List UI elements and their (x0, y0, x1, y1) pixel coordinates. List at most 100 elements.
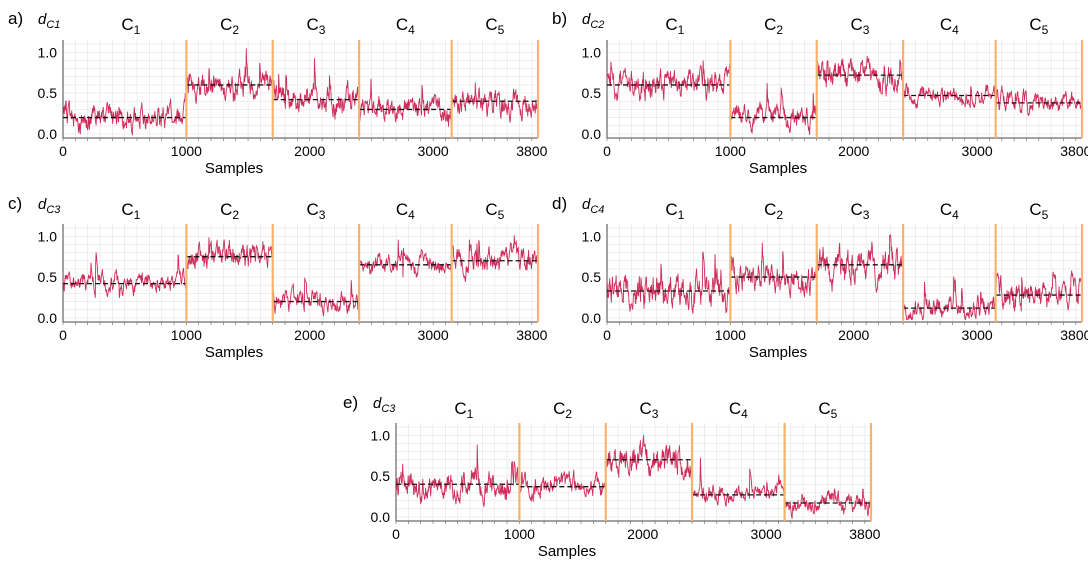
series-trace-4 (691, 457, 786, 507)
x-tick-label: 0 (392, 526, 400, 542)
x-tick-label: 2000 (838, 327, 869, 343)
x-tick-label: 1000 (715, 327, 746, 343)
x-tick-label: 3800 (516, 143, 547, 159)
cluster-label-3: C3 (306, 15, 325, 37)
series-trace-3 (816, 56, 904, 97)
y-tick-label: 1.0 (582, 44, 602, 60)
series-trace-5 (995, 85, 1083, 117)
y-tick-label: 0.0 (38, 126, 58, 142)
x-tick-label: 3800 (1060, 143, 1088, 159)
cluster-label-5: C5 (1029, 200, 1048, 222)
cluster-label-5: C5 (1029, 15, 1048, 37)
x-tick-label: 1000 (715, 143, 746, 159)
x-tick-label: 3000 (418, 143, 449, 159)
x-tick-label: 3800 (1060, 327, 1088, 343)
cluster-label-1: C1 (665, 200, 684, 222)
x-axis-label: Samples (538, 543, 596, 560)
cluster-label-2: C2 (220, 15, 239, 37)
metric-label: dC4 (582, 196, 604, 216)
series-trace-2 (518, 469, 607, 502)
series-trace-5 (995, 270, 1083, 312)
cluster-label-3: C3 (850, 200, 869, 222)
x-tick-label: 1000 (504, 526, 535, 542)
series-trace-5 (451, 82, 539, 123)
cluster-label-3: C3 (639, 399, 658, 421)
panel-e: 0.0 0.5 1.0 0 1000 2000 3000 3800 Samples e) dC3 C1… (343, 393, 881, 560)
cluster-label-5: C5 (485, 15, 504, 37)
y-tick-label: 0.5 (582, 85, 602, 101)
panel-letter: a) (8, 9, 23, 28)
y-tick-label: 0.0 (38, 310, 58, 326)
cluster-label-1: C1 (454, 399, 473, 421)
cluster-label-4: C4 (729, 399, 748, 421)
x-tick-label: 2000 (294, 327, 325, 343)
panel-letter: e) (343, 393, 358, 412)
series-trace-4 (902, 276, 997, 321)
x-tick-label: 1000 (171, 327, 202, 343)
x-tick-label: 0 (59, 143, 67, 159)
cluster-label-4: C4 (940, 200, 959, 222)
x-tick-label: 3800 (516, 327, 547, 343)
metric-label: dC3 (373, 395, 396, 415)
metric-label: dC1 (38, 11, 60, 31)
cluster-label-3: C3 (306, 200, 325, 222)
panel-letter: b) (552, 9, 567, 28)
panel-letter: d) (552, 194, 567, 213)
cluster-label-4: C4 (940, 15, 959, 37)
series-trace-5 (784, 488, 872, 519)
x-axis-label: Samples (749, 160, 807, 177)
panel-b: 0.0 0.5 1.0 0 1000 2000 3000 3800 Samples b) dC2 C1… (552, 9, 1088, 177)
panel-c: 0.0 0.5 1.0 0 1000 2000 3000 3800 Samples c) dC3 C1… (8, 194, 548, 361)
x-tick-label: 3000 (962, 327, 993, 343)
series-trace-4 (358, 239, 453, 278)
y-tick-label: 0.0 (582, 126, 602, 142)
series-trace-4 (358, 78, 453, 127)
x-axis-label: Samples (205, 344, 263, 361)
y-tick-label: 1.0 (582, 228, 602, 244)
y-tick-label: 1.0 (38, 44, 58, 60)
y-tick-label: 0.5 (582, 269, 602, 285)
y-tick-label: 0.0 (371, 509, 391, 525)
cluster-label-2: C2 (764, 200, 783, 222)
cluster-label-3: C3 (850, 15, 869, 37)
series-trace-2 (185, 237, 274, 270)
grid (606, 40, 1082, 138)
x-axis-label: Samples (749, 344, 807, 361)
x-tick-label: 2000 (627, 526, 658, 542)
cluster-label-2: C2 (553, 399, 572, 421)
x-tick-label: 0 (603, 143, 611, 159)
cluster-label-5: C5 (818, 399, 837, 421)
cluster-label-1: C1 (665, 15, 684, 37)
x-tick-label: 0 (603, 327, 611, 343)
x-tick-label: 3000 (962, 143, 993, 159)
cluster-label-2: C2 (764, 15, 783, 37)
x-tick-label: 3000 (418, 327, 449, 343)
series-trace-1 (606, 251, 731, 314)
grid (62, 224, 538, 322)
panel-a: 0.0 0.5 1.0 0 1000 2000 3000 3800 Samples a) dC1 C1… (8, 9, 548, 177)
y-tick-label: 0.5 (38, 269, 58, 285)
x-tick-label: 3800 (849, 526, 880, 542)
grid (395, 423, 871, 521)
panel-d: 0.0 0.5 1.0 0 1000 2000 3000 3800 Samples d) dC4 C1… (552, 194, 1088, 361)
cluster-label-1: C1 (121, 200, 140, 222)
y-tick-label: 0.5 (38, 85, 58, 101)
y-tick-label: 1.0 (371, 427, 391, 443)
metric-label: dC3 (38, 196, 61, 216)
grid (62, 40, 538, 138)
x-tick-label: 0 (59, 327, 67, 343)
panel-letter: c) (8, 194, 22, 213)
series-trace-1 (62, 252, 187, 299)
series-trace-3 (272, 277, 360, 317)
cluster-label-1: C1 (121, 15, 140, 37)
x-axis-label: Samples (205, 160, 263, 177)
y-tick-label: 0.5 (371, 468, 391, 484)
series-trace-2 (185, 48, 274, 104)
x-tick-label: 2000 (838, 143, 869, 159)
y-tick-label: 1.0 (38, 228, 58, 244)
series-trace-1 (62, 93, 187, 136)
series-trace-3 (272, 58, 360, 120)
series-trace-1 (395, 444, 520, 508)
x-tick-label: 2000 (294, 143, 325, 159)
